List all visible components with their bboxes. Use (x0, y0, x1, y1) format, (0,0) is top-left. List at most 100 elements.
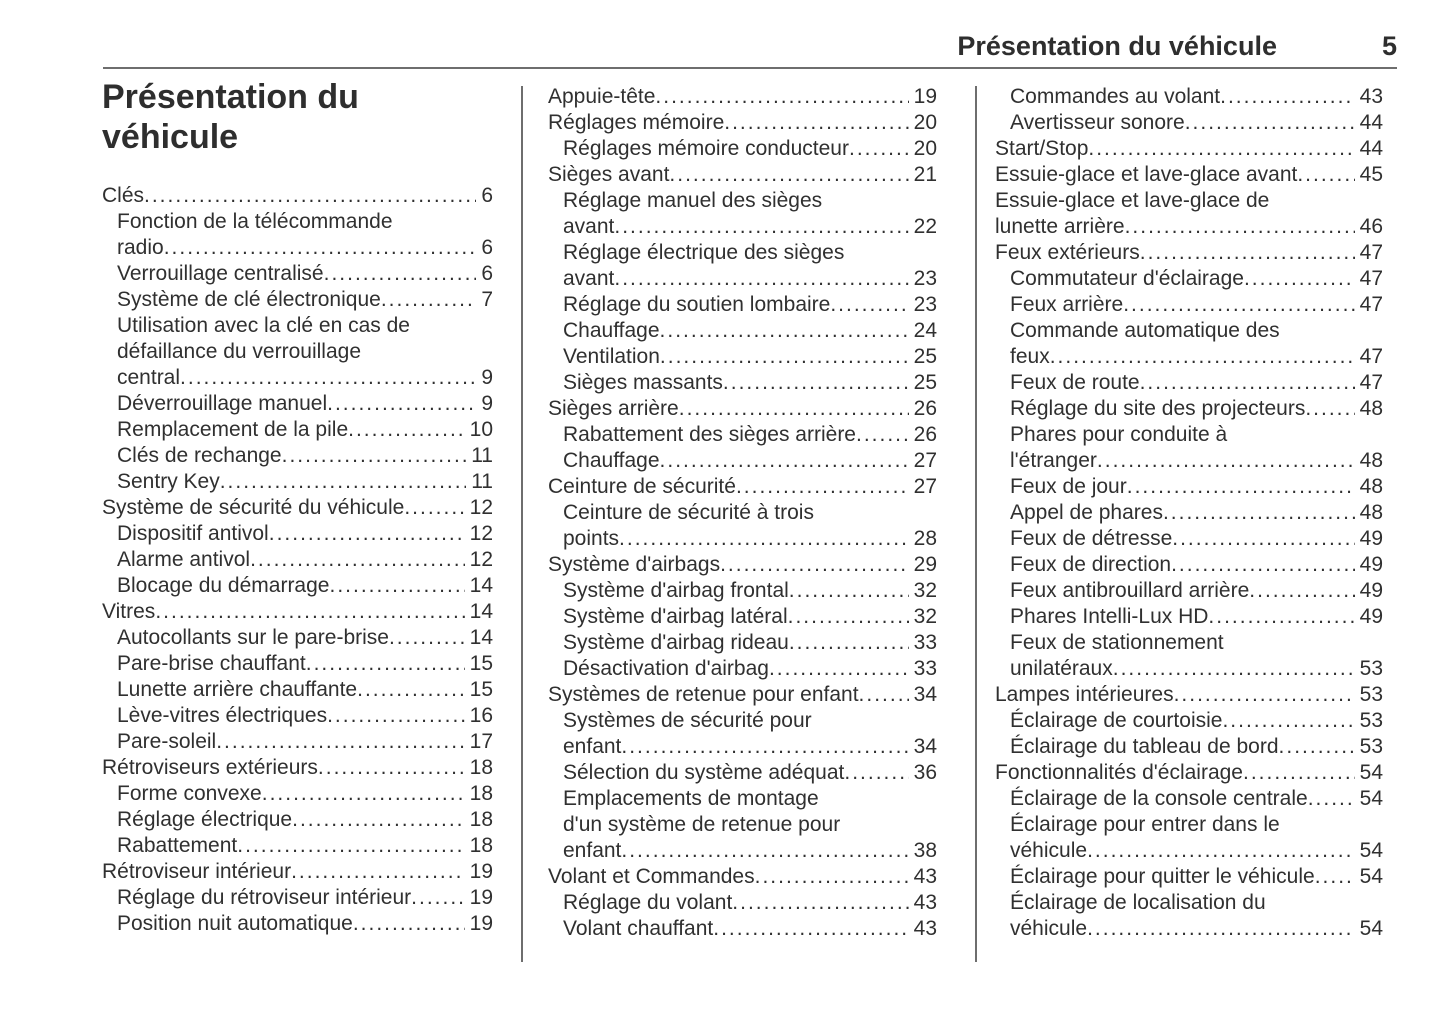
toc-page-number: 49 (1354, 604, 1383, 630)
toc-entry: Clés....................................… (102, 183, 493, 209)
toc-leader-dots: ........................................… (155, 600, 493, 623)
toc-entry-label: Essuie-glace et lave-glace de lunette ar… (995, 189, 1270, 238)
toc-page-number: 54 (1354, 838, 1383, 864)
toc-leader-dots: ........................................… (317, 756, 493, 779)
toc-page-number: 54 (1354, 786, 1383, 812)
toc-leader-dots: ........................................… (724, 111, 937, 134)
toc-page-number: 54 (1354, 916, 1383, 942)
toc-entry-label: Clés (102, 184, 145, 207)
toc-entry: Volant et Commandes.....................… (548, 864, 937, 890)
toc-page-number: 54 (1354, 760, 1383, 786)
toc-entry: Système d'airbags.......................… (548, 552, 937, 578)
toc-entry-label: Rétroviseurs extérieurs (102, 756, 318, 779)
toc-entry: Essuie-glace et lave-glace de lunette ar… (995, 188, 1383, 240)
toc-leader-dots: ........................................… (1139, 241, 1383, 264)
toc-leader-dots: ........................................… (732, 891, 937, 914)
toc-entry: Rétroviseur intérieur...................… (102, 859, 493, 885)
column-divider-left (521, 86, 523, 962)
toc-leader-dots: ........................................… (720, 553, 937, 576)
toc-entry: Éclairage de la console centrale........… (995, 786, 1383, 812)
toc-leader-dots: ........................................… (722, 371, 937, 394)
toc-leader-dots: ........................................… (163, 236, 493, 259)
toc-page-number: 19 (464, 859, 493, 885)
toc-entry-label: Système de clé électronique (117, 288, 381, 311)
toc-entry: Pare-soleil.............................… (102, 729, 493, 755)
toc-entry-label: Sièges massants (563, 371, 723, 394)
toc-page-number: 21 (908, 162, 937, 188)
toc-entry-label: Chauffage (563, 319, 660, 342)
toc-entry: Ceinture de sécurité à trois points.....… (548, 500, 937, 552)
toc-leader-dots: ........................................… (619, 527, 937, 550)
toc-entry: Système de clé électronique.............… (102, 287, 493, 313)
toc-entry: Clés de rechange........................… (102, 443, 493, 469)
toc-entry: Vitres..................................… (102, 599, 493, 625)
toc-page-number: 23 (908, 292, 937, 318)
toc-page-number: 25 (908, 344, 937, 370)
toc-page-number: 18 (464, 781, 493, 807)
toc-entry: Sièges arrière..........................… (548, 396, 937, 422)
toc-leader-dots: ........................................… (1172, 527, 1383, 550)
toc-entry-label: Chauffage (563, 449, 660, 472)
toc-leader-dots: ........................................… (1222, 709, 1383, 732)
toc-entry-label: Fonction de la télécommande radio (117, 210, 393, 259)
toc-entry-label: Lève-vitres électriques (117, 704, 328, 727)
toc-leader-dots: ........................................… (659, 449, 937, 472)
toc-page-number: 9 (476, 391, 493, 417)
toc-entry: Rétroviseurs extérieurs.................… (102, 755, 493, 781)
toc-entry: Feux antibrouillard arrière.............… (995, 578, 1383, 604)
toc-page-number: 32 (908, 604, 937, 630)
toc-entry-label: Emplacements de montage d'un système de … (563, 787, 841, 862)
toc-leader-dots: ........................................… (268, 522, 493, 545)
toc-leader-dots: ........................................… (614, 215, 937, 238)
toc-entry-label: Éclairage du tableau de bord (1010, 735, 1279, 758)
toc-page-number: 53 (1354, 682, 1383, 708)
toc-page-number: 43 (1354, 84, 1383, 110)
toc-leader-dots: ........................................… (621, 735, 937, 758)
toc-page-number: 54 (1354, 864, 1383, 890)
toc-entry: Éclairage pour quitter le véhicule......… (995, 864, 1383, 890)
toc-entry-label: Commutateur d'éclairage (1010, 267, 1244, 290)
toc-entry: Sélection du système adéquat............… (548, 760, 937, 786)
toc-leader-dots: ........................................… (614, 267, 937, 290)
toc-page-number: 10 (464, 417, 493, 443)
toc-entry: Commandes au volant.....................… (995, 84, 1383, 110)
toc-page-number: 36 (908, 760, 937, 786)
toc-page-number: 48 (1354, 474, 1383, 500)
toc-entry-label: Réglage du soutien lombaire (563, 293, 831, 316)
toc-page-number: 19 (464, 885, 493, 911)
toc-leader-dots: ........................................… (329, 574, 493, 597)
toc-entry: Rabattement.............................… (102, 833, 493, 859)
toc-entries-column-2: Appuie-tête.............................… (548, 84, 937, 942)
toc-page-number: 19 (464, 911, 493, 937)
toc-entry: Éclairage de courtoisie.................… (995, 708, 1383, 734)
toc-leader-dots: ........................................… (713, 917, 937, 940)
toc-page-number: 47 (1354, 370, 1383, 396)
toc-entry-label: Réglages mémoire (548, 111, 725, 134)
toc-entry-label: Feux de direction (1010, 553, 1172, 576)
toc-entry: Réglage du rétroviseur intérieur........… (102, 885, 493, 911)
toc-entry-label: Rétroviseur intérieur (102, 860, 292, 883)
toc-entry: Feux de jour............................… (995, 474, 1383, 500)
toc-page-number: 45 (1354, 162, 1383, 188)
toc-entry-label: Ventilation (563, 345, 660, 368)
toc-entry: Phares Intelli-Lux HD...................… (995, 604, 1383, 630)
toc-entry: Start/Stop..............................… (995, 136, 1383, 162)
toc-entry-label: Feux de stationnement unilatéraux (1010, 631, 1224, 680)
toc-leader-dots: ........................................… (1243, 267, 1383, 290)
toc-page-number: 20 (908, 136, 937, 162)
toc-page-number: 11 (466, 443, 493, 469)
toc-entry-label: Fonctionnalités d'éclairage (995, 761, 1243, 784)
toc-leader-dots: ........................................… (1126, 475, 1383, 498)
toc-leader-dots: ........................................… (348, 418, 493, 441)
toc-entry: Réglage du site des projecteurs.........… (995, 396, 1383, 422)
toc-entry: Réglage du volant.......................… (548, 890, 937, 916)
toc-leader-dots: ........................................… (1124, 215, 1383, 238)
toc-entry-label: Rabattement des sièges arrière (563, 423, 856, 446)
toc-entry: Désactivation d'airbag..................… (548, 656, 937, 682)
toc-entry-label: Phares pour conduite à l'étranger (1010, 423, 1228, 472)
toc-entry: Feux extérieurs.........................… (995, 240, 1383, 266)
toc-page-number: 29 (908, 552, 937, 578)
toc-page-number: 43 (908, 864, 937, 890)
toc-entry: Phares pour conduite à l'étranger.......… (995, 422, 1383, 474)
toc-page-number: 33 (908, 630, 937, 656)
